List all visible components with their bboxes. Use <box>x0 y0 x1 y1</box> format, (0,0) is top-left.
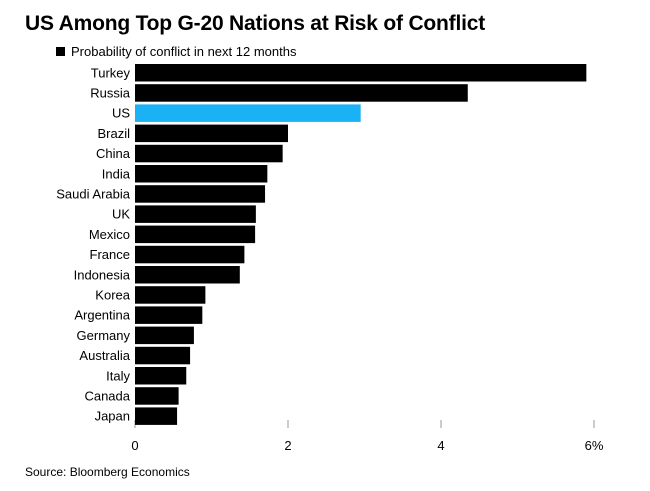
bar-italy <box>135 367 187 385</box>
legend-swatch <box>56 47 65 56</box>
bar-australia <box>135 346 191 365</box>
bar-brazil <box>135 124 288 143</box>
bar-russia <box>135 84 468 102</box>
category-label: Japan <box>95 409 130 424</box>
bar-china <box>135 144 283 163</box>
category-label: UK <box>112 207 130 222</box>
bar-japan <box>135 407 178 425</box>
bar-uk <box>135 205 256 223</box>
chart-legend: Probability of conflict in next 12 month… <box>56 44 296 59</box>
bar-canada <box>135 387 179 405</box>
category-label: Italy <box>106 368 130 383</box>
x-tick-label: 4 <box>437 438 444 453</box>
x-tick-label: 0 <box>131 438 138 453</box>
category-label: China <box>96 146 131 161</box>
bar-turkey <box>135 64 587 82</box>
chart-title: US Among Top G-20 Nations at Risk of Con… <box>25 12 486 35</box>
bar-indonesia <box>135 266 240 284</box>
bar-argentina <box>135 306 203 324</box>
source-note: Source: Bloomberg Economics <box>25 465 190 479</box>
category-label: Argentina <box>74 308 130 323</box>
category-label: Saudi Arabia <box>56 186 130 201</box>
bar-germany <box>135 326 194 345</box>
bar-korea <box>135 286 206 304</box>
bar-india <box>135 165 268 183</box>
category-label: US <box>112 106 130 121</box>
category-label: France <box>90 247 130 262</box>
bar-us <box>135 104 361 122</box>
bar-mexico <box>135 225 256 244</box>
bar-france <box>135 245 245 264</box>
legend-label: Probability of conflict in next 12 month… <box>71 44 297 59</box>
category-label: Canada <box>84 388 130 403</box>
category-label: Korea <box>95 287 130 302</box>
category-label: Russia <box>90 85 131 100</box>
category-label: Brazil <box>97 126 130 141</box>
x-tick-label: 6% <box>585 438 604 453</box>
category-label: Turkey <box>91 65 131 80</box>
category-label: India <box>102 166 131 181</box>
category-label: Indonesia <box>74 267 131 282</box>
category-label: Mexico <box>89 227 130 242</box>
x-tick-label: 2 <box>284 438 291 453</box>
bar-saudi-arabia <box>135 185 266 203</box>
category-label: Germany <box>77 328 131 343</box>
category-label: Australia <box>79 348 130 363</box>
